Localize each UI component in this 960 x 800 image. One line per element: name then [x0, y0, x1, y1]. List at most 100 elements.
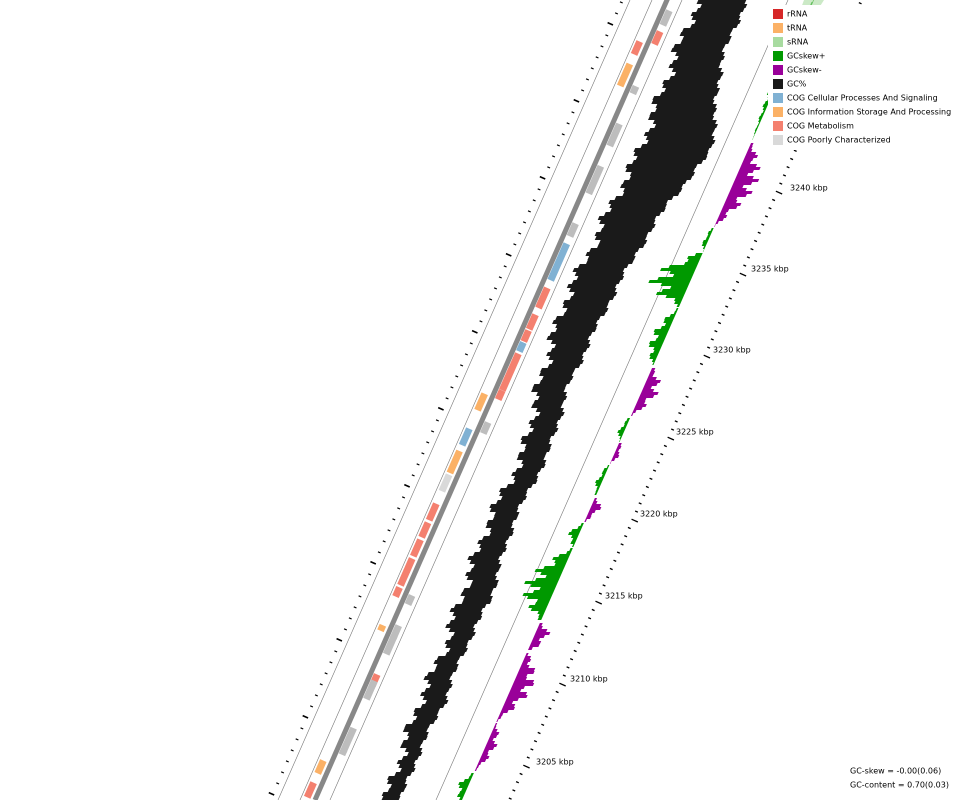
gc-content-bar — [569, 296, 615, 300]
gc-skew-bar — [522, 659, 532, 662]
gc-skew-bar — [657, 335, 667, 338]
gc-skew-bar — [534, 632, 551, 635]
tick — [571, 111, 575, 114]
scale-tick — [771, 198, 776, 202]
gc-skew-bar — [642, 386, 653, 389]
gc-skew-bar — [506, 695, 528, 698]
scale-label: 3235 kbp — [751, 265, 789, 274]
scale-tick — [670, 428, 675, 431]
tick — [537, 188, 541, 191]
legend-swatch — [773, 93, 783, 103]
gc-content-bar — [548, 356, 584, 360]
gc-content-bar — [513, 480, 538, 484]
gc-skew-bar — [617, 430, 625, 433]
gc-content-bar — [400, 768, 416, 772]
tick — [489, 298, 493, 301]
gc-content-bar — [387, 776, 408, 780]
scale-tick — [595, 600, 603, 605]
gene-feature — [392, 586, 403, 598]
gc-content-bar — [671, 60, 722, 64]
gc-skew-bar — [508, 692, 528, 695]
gc-skew-bar — [552, 557, 569, 560]
gc-skew-bar — [530, 584, 558, 587]
scale-tick — [555, 690, 559, 694]
gc-content-bar — [426, 672, 454, 676]
gc-content-bar — [576, 276, 625, 280]
gc-skew-bar — [736, 173, 749, 176]
gc-skew-bar — [737, 170, 754, 173]
gc-content-bar — [655, 104, 717, 108]
gc-skew-bar — [528, 605, 548, 608]
gc-skew-bar — [554, 563, 567, 566]
gc-content-bar — [572, 292, 618, 296]
gc-content-bar — [486, 520, 514, 524]
gc-skew-bar — [611, 458, 616, 461]
gene-feature — [418, 521, 432, 539]
scale-tick — [790, 157, 794, 161]
gc-skew-bar — [539, 620, 542, 623]
scale-tick — [645, 485, 649, 489]
gc-skew-bar — [707, 234, 712, 237]
gc-content-bar — [539, 380, 571, 384]
gc-content-bar — [674, 72, 724, 76]
gc-content-bar — [445, 644, 468, 648]
gc-skew-bar — [521, 662, 529, 665]
gc-content-bar — [551, 360, 584, 364]
gc-skew-bar — [729, 188, 747, 191]
scale-tick — [764, 215, 769, 218]
gc-content-bar — [533, 400, 565, 404]
scale-tick — [660, 453, 664, 456]
gene-feature — [339, 726, 357, 754]
scale-tick — [728, 297, 732, 300]
gc-content-bar — [594, 232, 649, 236]
tick — [397, 507, 401, 510]
gc-content-bar — [489, 528, 515, 532]
gc-content-bar — [515, 468, 542, 472]
legend-label: COG Poorly Characterized — [787, 136, 891, 145]
gc-content-bar — [477, 540, 507, 544]
legend-swatch — [773, 79, 783, 89]
scale-tick — [541, 723, 545, 726]
gc-content-bar — [381, 792, 402, 796]
gc-content-bar — [546, 336, 590, 340]
tick — [581, 89, 585, 92]
gc-content-bar — [574, 272, 625, 276]
gc-skew-bar — [590, 504, 602, 507]
gc-skew-bar — [594, 495, 597, 498]
legend-swatch — [773, 121, 783, 131]
gc-skew-bar — [516, 674, 528, 677]
gc-skew-bar — [510, 686, 525, 689]
gc-skew-bar — [758, 119, 762, 122]
gc-skew-bar — [747, 149, 753, 152]
gc-skew-bar — [530, 608, 547, 611]
gc-skew-bar — [719, 212, 727, 215]
gc-skew-bar — [532, 590, 555, 593]
gc-content-bar — [435, 664, 459, 668]
gc-skew-bar — [640, 392, 659, 395]
gc-content-bar — [494, 512, 520, 516]
gc-skew-bar — [762, 104, 769, 107]
tick — [522, 221, 527, 224]
scale-tick — [656, 461, 660, 464]
scale-tick — [652, 469, 657, 472]
gc-skew-bar — [669, 314, 676, 317]
gc-content-bar — [537, 396, 568, 400]
gc-content-bar — [420, 704, 445, 708]
tick — [484, 309, 488, 312]
scale-tick — [750, 248, 754, 251]
gc-skew-bar — [537, 617, 543, 620]
gc-content-bar — [648, 128, 716, 132]
scale-tick — [598, 592, 603, 595]
gc-content-bar — [461, 600, 492, 604]
gc-skew-bar — [603, 468, 609, 471]
gene-feature — [403, 557, 416, 573]
gc-skew-bar — [494, 723, 498, 726]
gc-skew-bar — [749, 143, 754, 146]
scale-tick — [717, 321, 722, 325]
gc-skew-bar — [514, 677, 528, 680]
gc-content-bar — [527, 432, 556, 436]
gc-skew-bar — [526, 596, 552, 599]
gc-content-bar — [445, 624, 475, 628]
gene-feature — [404, 594, 416, 606]
gc-skew-bar — [638, 395, 655, 398]
